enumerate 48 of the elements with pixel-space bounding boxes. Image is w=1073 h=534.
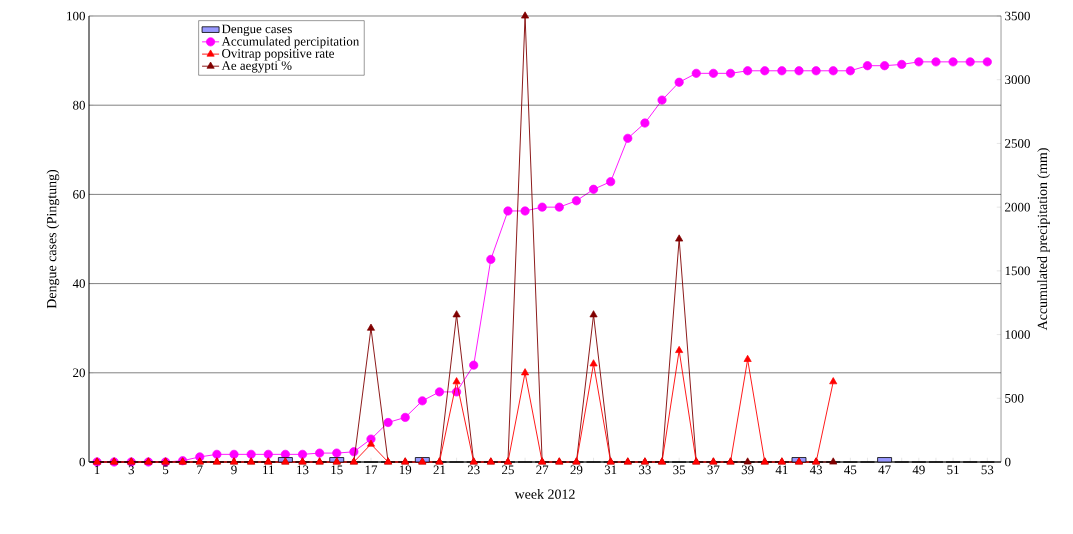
x-tick-label: 47 [878, 465, 891, 475]
x-tick-label: 15 [331, 465, 343, 475]
x-tick-label: 3 [128, 465, 135, 475]
x-tick-label: 37 [707, 465, 720, 475]
x-tick-label: 39 [741, 465, 754, 475]
x-tick-label: 41 [775, 465, 788, 475]
x-tick-label: 51 [947, 465, 959, 475]
y2-tick-label: 2000 [1005, 202, 1030, 212]
y-tick-label: 100 [67, 11, 85, 21]
y2-tick-label: 500 [1005, 393, 1024, 403]
legend-label: Accumulated percipitation [221, 36, 360, 49]
x-tick-label: 23 [467, 465, 480, 475]
x-tick-label: 35 [673, 465, 686, 475]
legend-label: Dengue cases [221, 24, 292, 36]
x-tick-label: 5 [163, 465, 169, 475]
x-tick-label: 7 [197, 465, 203, 474]
y-tick-label: 20 [73, 368, 85, 378]
x-tick-label: 31 [604, 465, 617, 475]
y2-tick-label: 1000 [1005, 330, 1030, 339]
y2-tick-label: 2500 [1005, 139, 1030, 148]
y-tick-label: 40 [72, 279, 85, 288]
x-tick-label: 33 [639, 465, 651, 475]
y-tick-label: 80 [73, 100, 85, 110]
x-tick-label: 1 [94, 465, 100, 475]
y2-tick-label: 3500 [1005, 11, 1030, 21]
y2-tick-label: 0 [1005, 457, 1011, 467]
x-tick-label: 49 [912, 465, 925, 475]
x-tick-label: 17 [365, 465, 378, 475]
y2-tick-label: 3000 [1005, 75, 1030, 85]
y-axis-title: Dengue cases (Pingtung) [46, 169, 60, 309]
legend-label: Ae aegypti % [221, 61, 292, 73]
x-axis-title: week 2012 [514, 489, 575, 499]
y2-axis-title: Accumulated precipitation (mm) [1037, 148, 1050, 331]
x-tick-label: 9 [231, 465, 237, 475]
x-tick-label: 29 [570, 465, 583, 475]
x-tick-label: 43 [809, 465, 823, 475]
x-tick-label: 19 [399, 465, 412, 475]
y-tick-label: 60 [73, 190, 85, 199]
x-tick-label: 53 [981, 465, 994, 475]
x-tick-label: 21 [433, 465, 446, 475]
x-tick-label: 13 [297, 465, 309, 475]
y2-tick-label: 1500 [1005, 266, 1030, 276]
x-tick-label: 11 [263, 465, 274, 475]
x-tick-label: 25 [502, 465, 514, 475]
x-tick-label: 27 [536, 465, 549, 475]
y-tick-label: 0 [79, 457, 85, 467]
legend-label: Ovitrap popsitive rate [222, 49, 335, 61]
x-tick-label: 45 [844, 465, 857, 475]
